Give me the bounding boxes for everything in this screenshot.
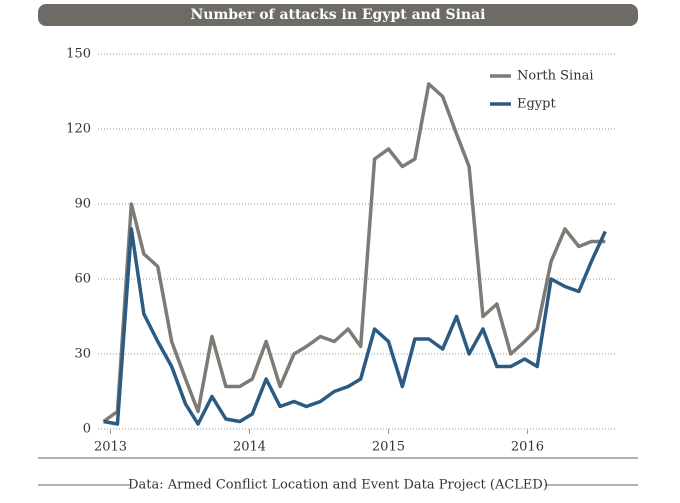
source: Data: Armed Conflict Location and Event … [128, 478, 548, 493]
y-tick-label: 120 [66, 122, 91, 137]
y-tick-label: 30 [74, 347, 91, 362]
y-tick-label: 90 [74, 197, 91, 212]
series-line [103, 227, 607, 426]
y-tick-label: 60 [74, 272, 91, 287]
legend-label: North Sinai [517, 69, 594, 84]
legend-label: Egypt [517, 97, 556, 112]
x-tick-label: 2013 [94, 440, 127, 455]
chart-title: Number of attacks in Egypt and Sinai [190, 7, 485, 23]
series-line [102, 82, 606, 423]
x-tick-label: 2016 [511, 440, 544, 455]
y-tick-label: 0 [83, 422, 91, 437]
title-bar [38, 4, 638, 26]
y-tick-label: 150 [66, 47, 91, 62]
x-tick-label: 2014 [233, 440, 266, 455]
x-tick-label: 2015 [372, 440, 405, 455]
